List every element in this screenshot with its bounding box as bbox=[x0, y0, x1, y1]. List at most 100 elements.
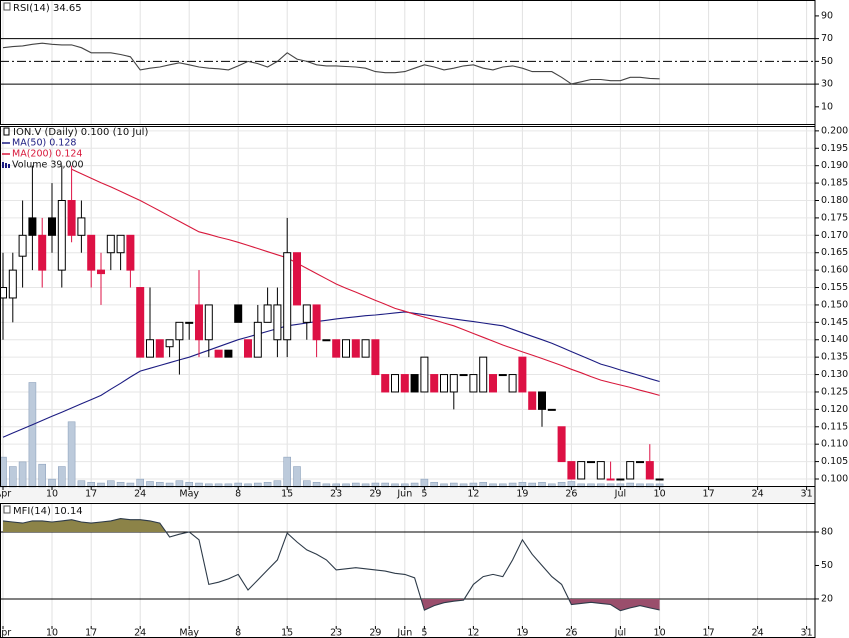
legend-label: MA(200) 0.124 bbox=[12, 149, 82, 160]
y-tick-label: 0.120 bbox=[821, 404, 848, 415]
candle-body bbox=[489, 374, 497, 393]
legend-label: Volume 39,000 bbox=[12, 160, 84, 171]
x-tick-label: 19 bbox=[516, 489, 528, 500]
candle-body bbox=[567, 461, 576, 480]
x-tick-label: 5 bbox=[421, 489, 427, 500]
candle-body bbox=[204, 304, 213, 341]
candle-body bbox=[244, 339, 252, 358]
candle-body bbox=[626, 461, 635, 480]
y-tick-label: 30 bbox=[821, 79, 833, 90]
y-tick-label: 50 bbox=[821, 560, 833, 571]
x-tick-label: 17 bbox=[85, 489, 97, 500]
x-tick-label: 5 bbox=[421, 628, 427, 638]
candle-body bbox=[263, 304, 272, 323]
x-tick-label: Jul bbox=[614, 628, 626, 638]
x-tick-label: Jun bbox=[396, 489, 412, 500]
x-tick-label: 8 bbox=[235, 628, 241, 638]
candle-body bbox=[538, 391, 546, 410]
candle-body bbox=[587, 461, 595, 464]
candle-body bbox=[224, 349, 233, 358]
candle-body bbox=[97, 269, 105, 275]
x-tick-label: 12 bbox=[467, 628, 479, 638]
candle-body bbox=[449, 374, 458, 393]
candle-body bbox=[596, 461, 605, 480]
candle-body bbox=[420, 356, 429, 393]
candle-body bbox=[616, 478, 625, 481]
candle-body bbox=[528, 391, 537, 410]
legend-swatch bbox=[5, 163, 7, 168]
volume-bar bbox=[28, 382, 37, 488]
candle-body bbox=[175, 321, 184, 341]
candle-body bbox=[479, 356, 488, 393]
candle-body bbox=[234, 304, 243, 323]
y-tick-label: 50 bbox=[821, 56, 833, 67]
date-strip bbox=[0, 487, 815, 502]
y-tick-label: 10 bbox=[821, 101, 833, 112]
candle-body bbox=[459, 374, 468, 377]
candle-body bbox=[28, 217, 37, 236]
legend-label: MA(50) 0.128 bbox=[12, 138, 76, 149]
volume-bar bbox=[420, 478, 429, 488]
candle-body bbox=[185, 321, 194, 324]
volume-bar bbox=[38, 463, 47, 488]
y-tick-label: 0.190 bbox=[821, 160, 848, 171]
x-tick-label: 17 bbox=[85, 628, 97, 638]
candle-body bbox=[116, 234, 125, 254]
y-tick-label: 0.195 bbox=[821, 143, 848, 154]
moving-average bbox=[2, 311, 660, 438]
x-tick-label: 29 bbox=[369, 489, 381, 500]
x-tick-label: 24 bbox=[134, 628, 146, 638]
candle-body bbox=[655, 478, 664, 481]
candle-body bbox=[645, 461, 654, 480]
indicator-line bbox=[2, 42, 660, 85]
y-tick-label: 0.185 bbox=[821, 178, 848, 189]
volume-bar bbox=[136, 478, 144, 488]
candle-body bbox=[371, 339, 380, 376]
candle-body bbox=[77, 217, 86, 236]
y-tick-label: 0.115 bbox=[821, 421, 848, 432]
y-tick-label: 0.110 bbox=[821, 439, 848, 450]
candle-body bbox=[361, 339, 370, 358]
volume-bar bbox=[67, 421, 76, 488]
candle-body bbox=[253, 321, 262, 358]
x-tick-label: 12 bbox=[467, 489, 479, 500]
y-tick-label: 0.145 bbox=[821, 317, 848, 328]
x-tick-label: Jun bbox=[396, 628, 412, 638]
volume-bar bbox=[283, 456, 292, 488]
y-tick-label: 0.155 bbox=[821, 282, 848, 293]
y-tick-label: 0.200 bbox=[821, 125, 848, 136]
candle-body bbox=[165, 339, 174, 348]
indicator-title: RSI(14) 34.65 bbox=[13, 3, 82, 14]
y-tick-label: 0.170 bbox=[821, 230, 848, 241]
candle-body bbox=[67, 199, 76, 236]
indicator-title: MFI(14) 10.14 bbox=[13, 506, 83, 517]
legend-swatch bbox=[2, 162, 4, 168]
candle-body bbox=[400, 374, 409, 393]
candle-body bbox=[332, 339, 341, 358]
candle-body bbox=[440, 374, 448, 393]
y-tick-label: 70 bbox=[821, 33, 833, 44]
candle-body bbox=[87, 234, 96, 271]
x-tick-label: May bbox=[179, 489, 199, 500]
x-tick-label: 19 bbox=[516, 628, 528, 638]
volume-bar bbox=[57, 466, 66, 488]
y-tick-label: 0.105 bbox=[821, 456, 848, 467]
candle-body bbox=[391, 374, 399, 393]
candle-body bbox=[155, 339, 164, 358]
candle-body bbox=[48, 217, 56, 236]
x-tick-label: 31 bbox=[801, 489, 813, 500]
ticker-icon bbox=[3, 127, 10, 136]
candle-body bbox=[636, 461, 644, 464]
candle-body bbox=[508, 374, 517, 393]
candle-body bbox=[557, 426, 566, 463]
x-tick-label: Apr bbox=[0, 489, 11, 500]
candle-body bbox=[57, 199, 66, 271]
candle-body bbox=[302, 304, 311, 323]
volume-bar bbox=[18, 461, 27, 488]
x-tick-label: 15 bbox=[281, 628, 293, 638]
indicator-icon bbox=[3, 505, 11, 514]
x-tick-label: 23 bbox=[330, 628, 342, 638]
candle-body bbox=[38, 234, 47, 271]
candle-body bbox=[342, 339, 350, 358]
